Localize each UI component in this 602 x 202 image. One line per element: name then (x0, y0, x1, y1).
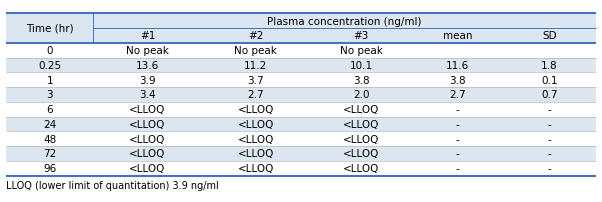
Text: 3.9: 3.9 (139, 75, 156, 85)
Text: -: - (547, 163, 551, 173)
Text: 1.8: 1.8 (541, 61, 557, 70)
Text: #2: #2 (248, 31, 264, 41)
Text: 11.2: 11.2 (244, 61, 267, 70)
Text: <LLOQ: <LLOQ (129, 149, 166, 159)
Text: -: - (547, 134, 551, 144)
Text: <LLOQ: <LLOQ (129, 163, 166, 173)
Text: 3.7: 3.7 (247, 75, 264, 85)
Text: mean: mean (442, 31, 473, 41)
Text: <LLOQ: <LLOQ (238, 163, 274, 173)
Text: <LLOQ: <LLOQ (238, 149, 274, 159)
Text: 3: 3 (46, 90, 53, 100)
Text: -: - (456, 163, 459, 173)
Text: 2.7: 2.7 (247, 90, 264, 100)
Text: 13.6: 13.6 (136, 61, 159, 70)
Text: 3.8: 3.8 (353, 75, 370, 85)
Bar (6, 88, 596, 102)
Text: <LLOQ: <LLOQ (238, 119, 274, 129)
Bar (93, 29, 596, 43)
Bar (93, 14, 596, 29)
Text: No peak: No peak (126, 46, 169, 56)
Text: <LLOQ: <LLOQ (343, 105, 379, 115)
Text: 0.1: 0.1 (541, 75, 557, 85)
Bar (6, 132, 596, 146)
Text: 24: 24 (43, 119, 57, 129)
Text: <LLOQ: <LLOQ (129, 105, 166, 115)
Text: No peak: No peak (234, 46, 278, 56)
Bar (6, 117, 596, 132)
Text: 0: 0 (46, 46, 53, 56)
Text: <LLOQ: <LLOQ (238, 134, 274, 144)
Text: 96: 96 (43, 163, 57, 173)
Text: 48: 48 (43, 134, 57, 144)
Text: -: - (547, 119, 551, 129)
Text: 2.7: 2.7 (449, 90, 466, 100)
Text: #1: #1 (140, 31, 155, 41)
Text: 10.1: 10.1 (350, 61, 373, 70)
Text: #3: #3 (353, 31, 369, 41)
Text: 2.0: 2.0 (353, 90, 370, 100)
Text: <LLOQ: <LLOQ (343, 149, 379, 159)
Text: 11.6: 11.6 (446, 61, 469, 70)
Text: <LLOQ: <LLOQ (129, 134, 166, 144)
Text: Plasma concentration (ng/ml): Plasma concentration (ng/ml) (267, 17, 422, 26)
Text: SD: SD (542, 31, 557, 41)
Text: 72: 72 (43, 149, 57, 159)
Bar (6, 146, 596, 161)
Text: <LLOQ: <LLOQ (343, 134, 379, 144)
Text: -: - (547, 105, 551, 115)
Text: -: - (456, 134, 459, 144)
Bar (6, 73, 596, 88)
Text: 6: 6 (46, 105, 53, 115)
Text: 0.7: 0.7 (541, 90, 557, 100)
Bar (6, 102, 596, 117)
Text: Time (hr): Time (hr) (26, 24, 73, 34)
Text: -: - (456, 119, 459, 129)
Text: <LLOQ: <LLOQ (238, 105, 274, 115)
Text: <LLOQ: <LLOQ (343, 163, 379, 173)
Bar (6, 43, 596, 58)
Bar (6, 14, 93, 43)
Bar (6, 58, 596, 73)
Text: LLOQ (lower limit of quantitation) 3.9 ng/ml: LLOQ (lower limit of quantitation) 3.9 n… (6, 180, 219, 190)
Text: <LLOQ: <LLOQ (129, 119, 166, 129)
Text: -: - (456, 149, 459, 159)
Bar (6, 161, 596, 176)
Text: 3.8: 3.8 (449, 75, 466, 85)
Text: -: - (456, 105, 459, 115)
Text: -: - (547, 149, 551, 159)
Text: 1: 1 (46, 75, 53, 85)
Text: 0.25: 0.25 (38, 61, 61, 70)
Text: 3.4: 3.4 (139, 90, 156, 100)
Text: <LLOQ: <LLOQ (343, 119, 379, 129)
Text: No peak: No peak (340, 46, 383, 56)
